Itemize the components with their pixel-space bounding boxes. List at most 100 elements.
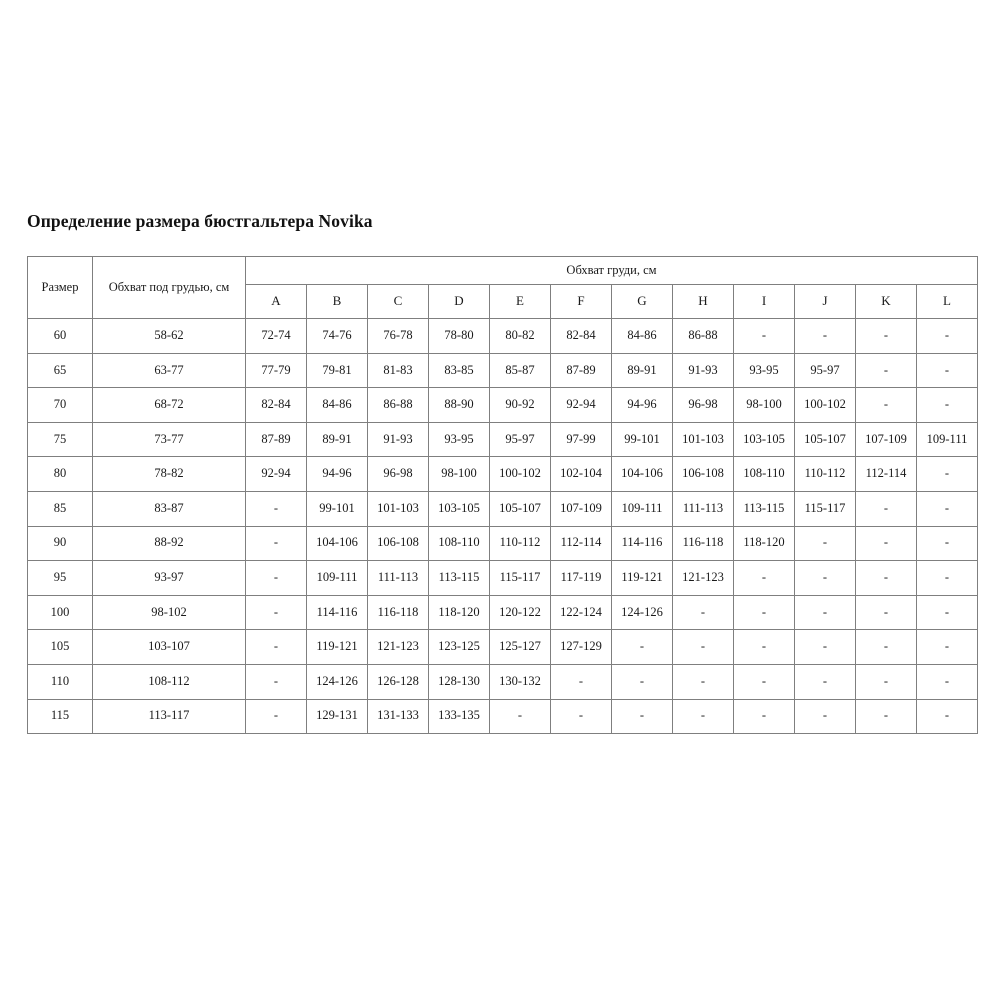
cell-bust-a: 87-89 — [245, 421, 307, 458]
cell-bust-d: 118-120 — [428, 594, 490, 631]
cell-bust-b: 99-101 — [306, 490, 368, 527]
cell-bust-a: - — [245, 560, 307, 596]
header-cup-f: F — [550, 284, 612, 319]
cell-bust-h: 86-88 — [672, 318, 734, 354]
cell-bust-h: 121-123 — [672, 560, 734, 596]
cell-bust-k: - — [855, 387, 917, 423]
cell-bust-j: 95-97 — [794, 352, 856, 389]
cell-bust-l: 109-111 — [916, 421, 978, 458]
cell-underbust: 83-87 — [92, 490, 246, 527]
cell-bust-c: 81-83 — [367, 352, 429, 389]
table-row: 90 88-92-104-106 106-108 108-110 110-112 112-… — [27, 525, 978, 562]
cell-size: 115 — [27, 698, 93, 735]
cell-size: 65 — [27, 352, 93, 389]
cell-bust-i: - — [733, 560, 795, 596]
header-cup-g: G — [611, 284, 673, 319]
cell-bust-i: - — [733, 629, 795, 665]
cell-bust-e: 115-117 — [489, 560, 551, 596]
cell-bust-c: 126-128 — [367, 663, 429, 700]
header-cup-k: K — [855, 284, 917, 319]
cell-bust-e: 90-92 — [489, 387, 551, 423]
cell-bust-f: 87-89 — [550, 352, 612, 389]
cell-bust-b: 79-81 — [306, 352, 368, 389]
table-row: 110 108-112-124-126 126-128 128-130 130-132-… — [27, 663, 978, 700]
cell-bust-b: 84-86 — [306, 387, 368, 423]
cell-underbust: 88-92 — [92, 525, 246, 562]
table-row: 70 68-72 82-84 84-86 86-88 88-90 90-92 92-94 94-… — [27, 387, 978, 423]
cell-bust-k: - — [855, 352, 917, 389]
cell-bust-d: 93-95 — [428, 421, 490, 458]
cell-bust-f: - — [550, 698, 612, 735]
cell-bust-j: - — [794, 663, 856, 700]
cell-size: 105 — [27, 629, 93, 665]
cell-bust-c: 96-98 — [367, 456, 429, 492]
cell-size: 85 — [27, 490, 93, 527]
cell-bust-b: 94-96 — [306, 456, 368, 492]
cell-bust-l: - — [916, 387, 978, 423]
cell-bust-d: 83-85 — [428, 352, 490, 389]
cell-bust-k: - — [855, 594, 917, 631]
cell-bust-c: 76-78 — [367, 318, 429, 354]
table-row: 80 78-82 92-94 94-96 96-98 98-100 100-102 102-1… — [27, 456, 978, 492]
cell-bust-e: 85-87 — [489, 352, 551, 389]
page-title: Определение размера бюстгальтера Novika — [27, 211, 373, 231]
cell-bust-b: 104-106 — [306, 525, 368, 562]
cell-bust-g: 109-111 — [611, 490, 673, 527]
header-cup-l: L — [916, 284, 978, 319]
cell-bust-g: - — [611, 629, 673, 665]
cell-bust-a: - — [245, 594, 307, 631]
cell-bust-c: 131-133 — [367, 698, 429, 735]
cell-bust-b: 119-121 — [306, 629, 368, 665]
table-body: 60 58-62 72-74 74-76 76-78 78-80 80-82 82-84 84-… — [27, 318, 978, 735]
cell-bust-i: 98-100 — [733, 387, 795, 423]
cell-bust-i: - — [733, 594, 795, 631]
cell-bust-g: 84-86 — [611, 318, 673, 354]
cell-underbust: 113-117 — [92, 698, 246, 735]
cell-bust-a: - — [245, 629, 307, 665]
cell-bust-h: - — [672, 663, 734, 700]
size-chart-container: Размер Обхват под грудью, см Обхват груд… — [27, 256, 978, 735]
cell-bust-a: 92-94 — [245, 456, 307, 492]
cell-bust-d: 123-125 — [428, 629, 490, 665]
cell-bust-h: - — [672, 594, 734, 631]
cell-bust-g: - — [611, 698, 673, 735]
cell-bust-h: 101-103 — [672, 421, 734, 458]
cell-bust-a: 72-74 — [245, 318, 307, 354]
cell-bust-a: 82-84 — [245, 387, 307, 423]
cell-bust-g: 114-116 — [611, 525, 673, 562]
cell-bust-e: - — [489, 698, 551, 735]
cell-bust-f: 122-124 — [550, 594, 612, 631]
cell-size: 75 — [27, 421, 93, 458]
cell-bust-e: 80-82 — [489, 318, 551, 354]
cell-bust-g: 119-121 — [611, 560, 673, 596]
table-row: 95 93-97-109-111 111-113 113-115 115-117 117-… — [27, 560, 978, 596]
cell-bust-c: 101-103 — [367, 490, 429, 527]
cell-bust-c: 86-88 — [367, 387, 429, 423]
cell-bust-l: - — [916, 352, 978, 389]
cell-bust-b: 74-76 — [306, 318, 368, 354]
cell-bust-g: - — [611, 663, 673, 700]
cell-underbust: 78-82 — [92, 456, 246, 492]
cell-bust-c: 121-123 — [367, 629, 429, 665]
cell-bust-d: 133-135 — [428, 698, 490, 735]
cell-bust-h: 111-113 — [672, 490, 734, 527]
cell-bust-i: 103-105 — [733, 421, 795, 458]
cell-size: 70 — [27, 387, 93, 423]
cell-bust-e: 125-127 — [489, 629, 551, 665]
cell-bust-e: 120-122 — [489, 594, 551, 631]
cell-bust-d: 98-100 — [428, 456, 490, 492]
cell-bust-f: 127-129 — [550, 629, 612, 665]
table-row: 65 63-77 77-79 79-81 81-83 83-85 85-87 87-89 89-… — [27, 352, 978, 389]
table-row: 100 98-102-114-116 116-118 118-120 120-122 12… — [27, 594, 978, 631]
cell-bust-b: 114-116 — [306, 594, 368, 631]
cell-bust-i: - — [733, 698, 795, 735]
header-cup-b: B — [306, 284, 368, 319]
cell-bust-h: 96-98 — [672, 387, 734, 423]
cell-underbust: 58-62 — [92, 318, 246, 354]
bra-size-table: Размер Обхват под грудью, см Обхват груд… — [27, 256, 978, 735]
header-size: Размер — [27, 256, 93, 319]
cell-bust-i: 118-120 — [733, 525, 795, 562]
cell-bust-i: 108-110 — [733, 456, 795, 492]
cell-bust-f: 102-104 — [550, 456, 612, 492]
